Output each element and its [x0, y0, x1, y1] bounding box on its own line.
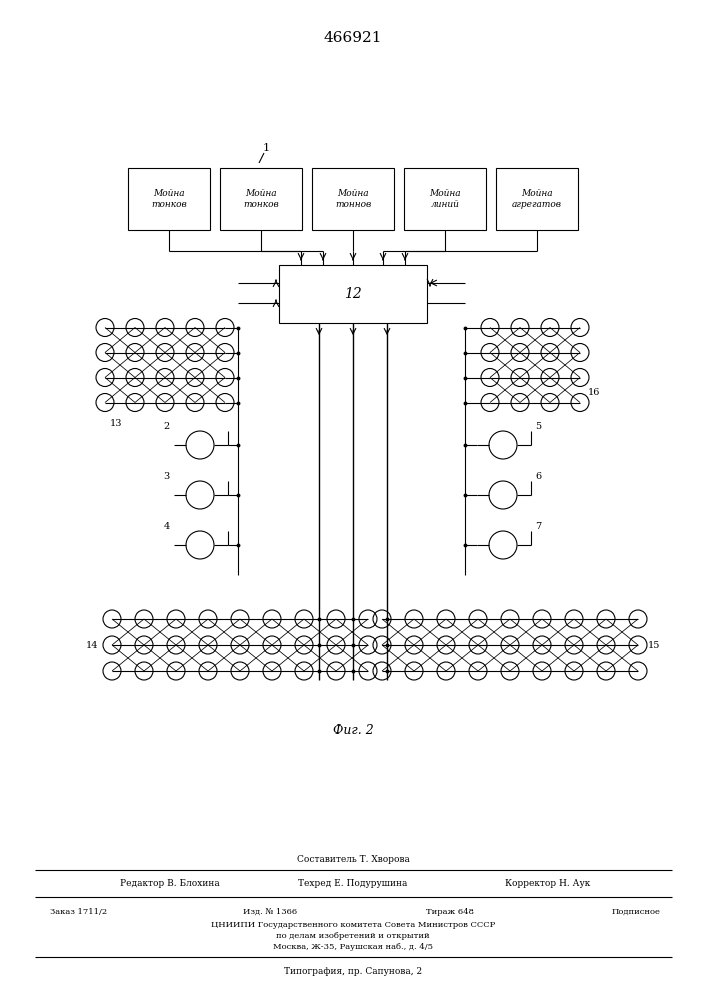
- Text: Мойна
линий: Мойна линий: [429, 189, 461, 209]
- Text: Редактор В. Блохина: Редактор В. Блохина: [120, 879, 220, 888]
- Text: Тираж 648: Тираж 648: [426, 908, 474, 916]
- Bar: [279, 265, 427, 323]
- Text: Фиг. 2: Фиг. 2: [332, 724, 373, 736]
- Bar: [496, 168, 578, 230]
- Text: 16: 16: [588, 388, 600, 397]
- Text: Заказ 1711/2: Заказ 1711/2: [50, 908, 107, 916]
- Text: 1: 1: [262, 143, 269, 153]
- Bar: [220, 168, 302, 230]
- Text: Подписное: Подписное: [611, 908, 660, 916]
- Text: Мойна
тоннов: Мойна тоннов: [335, 189, 371, 209]
- Text: Мойна
тонков: Мойна тонков: [151, 189, 187, 209]
- Text: 12: 12: [344, 287, 362, 301]
- Text: ЦНИИПИ Государственного комитета Совета Министров СССР: ЦНИИПИ Государственного комитета Совета …: [211, 921, 495, 929]
- Text: Составитель Т. Хворова: Составитель Т. Хворова: [296, 856, 409, 864]
- Text: Мойна
тонков: Мойна тонков: [243, 189, 279, 209]
- Text: 2: 2: [164, 422, 170, 431]
- Text: 14: 14: [86, 641, 98, 650]
- Text: 13: 13: [110, 418, 122, 428]
- Text: по делам изобретений и открытий: по делам изобретений и открытий: [276, 932, 430, 940]
- Text: 466921: 466921: [324, 31, 382, 45]
- Bar: [404, 168, 486, 230]
- Bar: [128, 168, 210, 230]
- Text: 15: 15: [648, 641, 660, 650]
- Bar: [312, 168, 394, 230]
- Text: 6: 6: [535, 472, 541, 481]
- Text: Мойна
агрегатов: Мойна агрегатов: [512, 189, 562, 209]
- Text: Корректор Н. Аук: Корректор Н. Аук: [505, 879, 590, 888]
- Text: Техред Е. Подурушина: Техред Е. Подурушина: [298, 879, 408, 888]
- Text: 7: 7: [535, 522, 542, 531]
- Text: 5: 5: [535, 422, 541, 431]
- Text: 4: 4: [164, 522, 170, 531]
- Text: Изд. № 1366: Изд. № 1366: [243, 908, 297, 916]
- Text: Типография, пр. Сапунова, 2: Типография, пр. Сапунова, 2: [284, 968, 422, 976]
- Text: 3: 3: [164, 472, 170, 481]
- Text: Москва, Ж-35, Раушская наб., д. 4/5: Москва, Ж-35, Раушская наб., д. 4/5: [273, 943, 433, 951]
